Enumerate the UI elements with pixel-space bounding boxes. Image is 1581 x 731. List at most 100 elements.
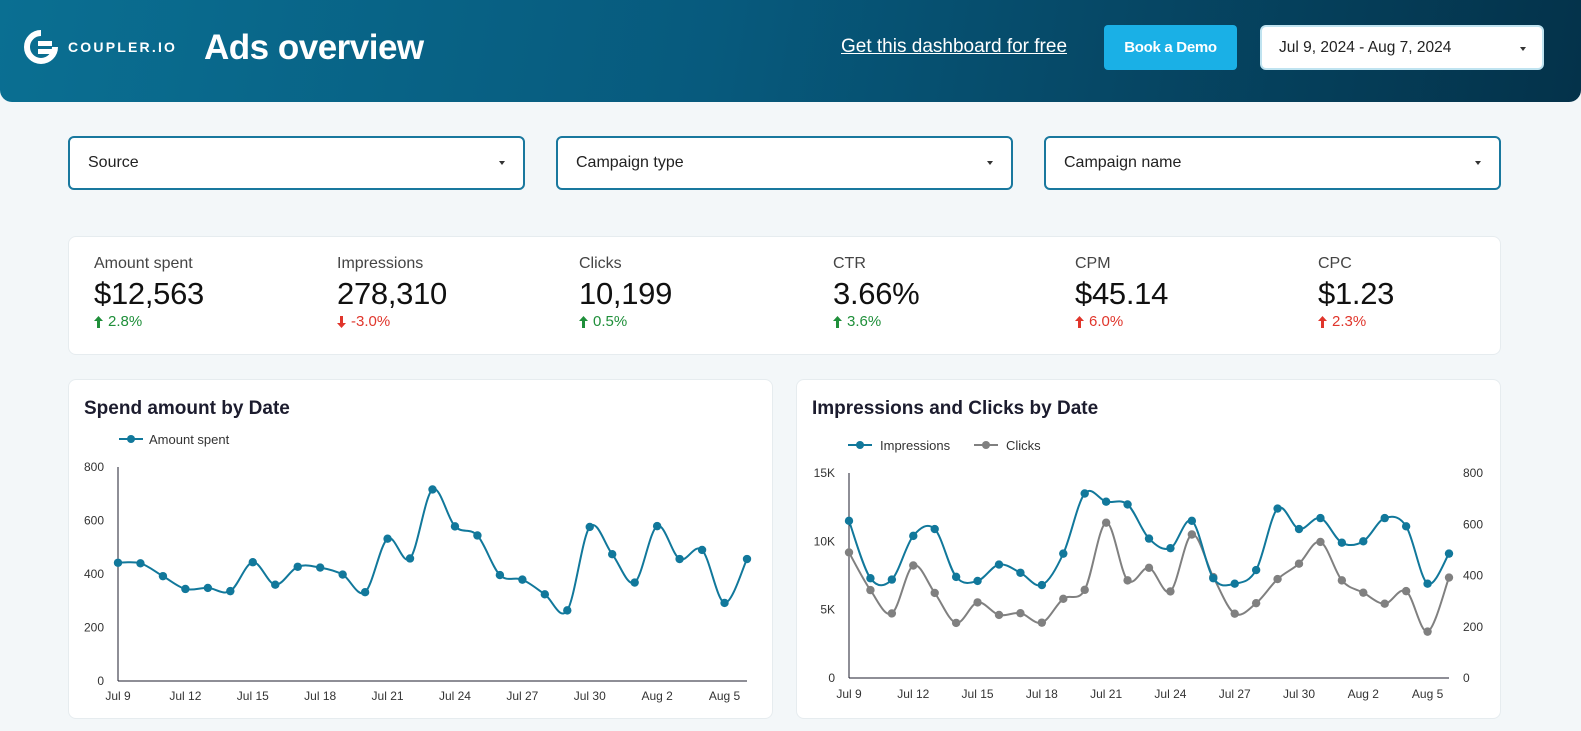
impressions-point [1401,522,1411,531]
amount-spent-point [742,554,752,564]
date-range-picker[interactable]: Jul 9, 2024 - Aug 7, 2024 [1260,25,1544,70]
get-dashboard-link[interactable]: Get this dashboard for free [841,36,1068,57]
y-tick-label: 600 [84,514,104,528]
y-left-tick-label: 5K [820,603,835,617]
impressions-point [1187,516,1197,526]
kpi-value: 10,199 [579,276,673,311]
impressions-point [887,575,897,584]
chevron-down-icon [1475,161,1481,165]
clicks-point [951,618,961,628]
clicks-point [1359,588,1368,597]
kpi-label: Impressions [337,255,424,272]
legend-label: Clicks [1006,438,1041,453]
kpi-label: CPM [1075,255,1111,272]
clicks-point [1444,573,1454,582]
header-bar: COUPLER.IO Ads overview Get this dashboa… [0,0,1581,102]
arrow-up-icon [579,315,588,328]
kpi-label: Clicks [579,255,622,272]
x-tick-label: Jul 9 [105,689,131,703]
clicks-point [866,585,875,595]
legend-marker [982,441,990,449]
x-tick-label: Jul 18 [1026,687,1058,701]
amount-spent-point [383,534,392,543]
kpi-delta-value: 2.8% [108,313,143,330]
amount-spent-point [113,558,123,567]
impressions-point [1380,513,1389,523]
amount-spent-point [563,606,572,615]
x-tick-label: Jul 27 [506,689,538,703]
x-tick-label: Aug 5 [1412,687,1444,701]
impressions-point [909,531,918,541]
clicks-point [1166,587,1175,596]
x-tick-label: Jul 12 [169,689,201,703]
clicks-point [1016,608,1025,618]
impressions-point [1059,549,1068,558]
clicks-point [1144,563,1154,573]
kpi-delta: 2.3% [1318,313,1394,330]
clicks-point [994,610,1004,620]
kpi-cpm: CPM $45.14 6.0% [1075,255,1168,330]
amount-spent-point [226,586,235,596]
x-tick-label: Jul 21 [372,689,404,703]
date-range-value: Jul 9, 2024 - Aug 7, 2024 [1279,38,1452,56]
amount-spent-point [473,531,482,540]
amount-spent-point [450,522,460,531]
x-tick-label: Aug 2 [641,689,673,703]
campaign-type-filter[interactable]: Campaign type [556,136,1013,190]
impressions-point [1209,574,1218,583]
y-tick-label: 0 [97,674,104,688]
legend-label: Impressions [880,438,951,453]
campaign-type-filter-label: Campaign type [576,154,684,171]
amount-spent-point [405,554,415,563]
kpi-label: CPC [1318,255,1352,272]
impressions-point [1230,579,1239,588]
impressions-point [1037,580,1047,590]
clicks-point [1273,574,1282,584]
book-demo-button[interactable]: Book a Demo [1104,25,1237,70]
impressions-clicks-chart-title: Impressions and Clicks by Date [812,398,1099,419]
amount-spent-point [428,485,437,494]
chevron-down-icon [987,161,993,165]
clicks-point [1423,627,1432,636]
x-tick-label: Jul 15 [237,689,269,703]
clicks-point [887,609,897,618]
kpi-delta-value: -3.0% [351,313,391,330]
x-tick-label: Jul 18 [304,689,336,703]
amount-spent-line [117,488,748,615]
amount-spent-point [697,545,707,555]
kpi-amount-spent: Amount spent $12,563 2.8% [94,255,204,330]
x-tick-label: Jul 30 [574,689,606,703]
impressions-point [1316,513,1325,523]
x-tick-label: Jul 9 [836,687,862,701]
source-filter[interactable]: Source [68,136,525,190]
impressions-point [930,524,939,534]
clicks-point [1230,609,1239,618]
campaign-name-filter[interactable]: Campaign name [1044,136,1501,190]
spend-chart-title: Spend amount by Date [84,398,290,419]
impressions-point [1273,504,1282,513]
kpi-label: CTR [833,255,866,272]
arrow-down-icon [337,315,346,328]
clicks-point [1059,594,1068,604]
clicks-point [1337,576,1347,585]
x-tick-label: Jul 30 [1283,687,1315,701]
amount-spent-point [608,550,617,559]
amount-spent-point [652,521,662,531]
arrow-up-icon [833,315,842,328]
kpi-delta-value: 2.3% [1332,313,1367,330]
x-tick-label: Jul 27 [1219,687,1251,701]
coupler-logo[interactable]: COUPLER.IO [24,30,177,64]
kpi-scorecard-panel: Amount spent $12,563 2.8% Impressions 278,3… [68,236,1501,355]
y-right-tick-label: 600 [1463,517,1483,531]
impressions-point [1251,565,1261,575]
y-tick-label: 200 [84,621,104,635]
impressions-point [994,560,1004,569]
kpi-ctr: CTR 3.66% 3.6% [833,255,920,330]
chevron-down-icon [499,161,505,165]
kpi-delta-value: 3.6% [847,313,882,330]
amount-spent-point [675,554,684,564]
clicks-point [1187,530,1197,539]
amount-spent-point [585,522,594,532]
legend-marker [856,441,864,449]
impressions-point [1444,549,1454,558]
